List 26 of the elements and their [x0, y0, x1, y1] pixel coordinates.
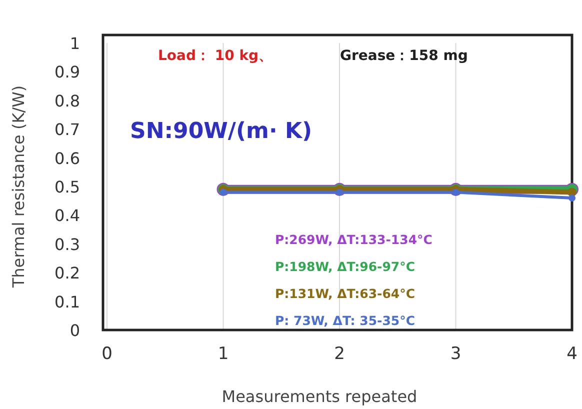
y-tick-label: 0: [70, 321, 80, 340]
y-tick-label: 0.8: [54, 91, 80, 110]
x-axis-title: Measurements repeated: [222, 387, 418, 406]
y-tick-label: 0.5: [54, 178, 80, 196]
annotation: Grease：158 mg: [340, 48, 468, 64]
x-tick-label: 4: [566, 344, 578, 364]
x-tick-label: 2: [334, 344, 345, 364]
y-tick-label: 0.9: [54, 62, 80, 82]
point: [568, 194, 576, 202]
text: P:198W, ΔT:96-97°C: [275, 259, 416, 274]
y-axis-title: Thermal resistance (K/W): [9, 85, 28, 289]
text: P:131W, ΔT:63-64°C: [275, 286, 416, 301]
text: P: 73W, ΔT: 35-35°C: [275, 313, 416, 328]
x-tick-label: 1: [218, 344, 229, 364]
y-tick-label: 0.4: [54, 206, 80, 226]
y-tick-label: 0.2: [54, 264, 80, 283]
text: P:269W, ΔT:133-134°C: [275, 232, 432, 247]
y-tick-label: 0.6: [54, 148, 80, 168]
y-tick-label: 1: [70, 34, 80, 53]
y-tick-label: 0.1: [54, 292, 80, 312]
y-tick-label: 0.7: [54, 120, 80, 140]
y-tick-label: 0.3: [54, 234, 80, 254]
annotation: Load： 10 kg、: [158, 48, 273, 64]
annotation: SN:90W/(m· K): [130, 119, 312, 144]
x-tick-label: 3: [450, 344, 462, 364]
x-tick-label: 0: [102, 344, 112, 364]
